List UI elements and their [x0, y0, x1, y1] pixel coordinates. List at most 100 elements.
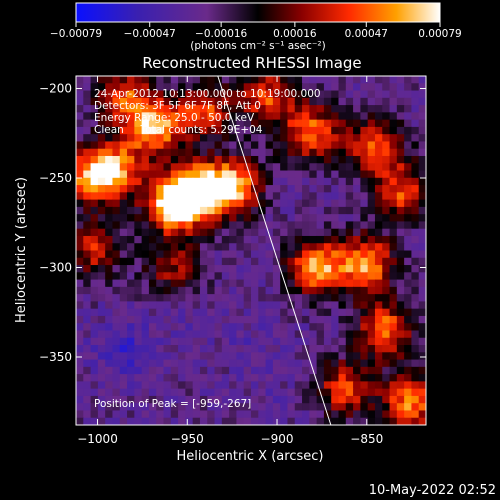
heatmap-cell [178, 105, 186, 113]
heatmap-cell [76, 141, 84, 150]
heatmap-cell [127, 83, 135, 92]
heatmap-cell [316, 359, 325, 368]
heatmap-cell [280, 90, 289, 99]
heatmap-cell [119, 243, 128, 252]
heatmap-cell [251, 403, 259, 412]
heatmap-cell [229, 76, 238, 84]
heatmap-cell [389, 199, 398, 208]
heatmap-cell [141, 155, 150, 164]
heatmap-cell [156, 199, 165, 208]
heatmap-cell [353, 134, 361, 143]
heatmap-cell [134, 366, 143, 375]
heatmap-cell [265, 395, 274, 404]
heatmap-cell [302, 337, 310, 346]
heatmap-cell [272, 221, 281, 230]
heatmap-cell [382, 388, 391, 397]
heatmap-cell [221, 185, 230, 193]
heatmap-cell [309, 286, 318, 295]
heatmap-cell [214, 177, 223, 186]
heatmap-cell [141, 192, 150, 201]
heatmap-cell [265, 199, 274, 208]
heatmap-cell [265, 272, 274, 281]
heatmap-cell [119, 192, 128, 201]
heatmap-cell [294, 257, 303, 266]
heatmap-cell [141, 163, 150, 172]
heatmap-cell [323, 97, 332, 106]
heatmap-cell [163, 148, 172, 157]
heatmap-cell [127, 323, 135, 332]
heatmap-cell [418, 228, 426, 237]
heatmap-cell [163, 279, 172, 288]
heatmap-cell [141, 345, 150, 353]
heatmap-cell [185, 337, 194, 346]
heatmap-cell [404, 352, 413, 361]
heatmap-cell [148, 257, 157, 266]
heatmap-cell [112, 410, 121, 419]
heatmap-cell [367, 323, 376, 332]
heatmap-cell [192, 83, 201, 92]
heatmap-cell [251, 235, 259, 244]
heatmap-cell [90, 177, 99, 186]
heatmap-cell [243, 388, 252, 397]
heatmap-cell [127, 257, 135, 266]
heatmap-cell [170, 388, 179, 397]
heatmap-cell [229, 301, 238, 310]
heatmap-cell [236, 279, 245, 288]
heatmap-cell [236, 221, 245, 230]
heatmap-cell [76, 112, 84, 121]
heatmap-cell [236, 148, 245, 157]
heatmap-cell [396, 105, 405, 113]
heatmap-cell [389, 366, 398, 375]
heatmap-cell [294, 90, 303, 99]
heatmap-cell [112, 163, 121, 172]
heatmap-cell [418, 97, 426, 106]
heatmap-cell [345, 374, 354, 382]
heatmap-cell [127, 315, 135, 324]
heatmap-cell [170, 417, 179, 425]
annotation-energy-range: Energy Range: 25.0 - 50.0 keV [94, 112, 255, 124]
heatmap-cell [105, 90, 114, 99]
heatmap-cell [316, 83, 325, 92]
heatmap-cell [105, 235, 114, 244]
heatmap-cell [163, 374, 172, 382]
heatmap-cell [374, 134, 383, 143]
heatmap-cell [287, 279, 296, 288]
heatmap-cell [287, 206, 296, 215]
heatmap-cell [258, 381, 267, 390]
heatmap-cell [294, 403, 303, 412]
heatmap-cell [323, 395, 332, 404]
heatmap-cell [338, 170, 347, 179]
heatmap-cell [345, 112, 354, 121]
heatmap-cell [105, 352, 114, 361]
heatmap-cell [389, 345, 398, 353]
heatmap-cell [156, 90, 165, 99]
heatmap-cell [418, 177, 426, 186]
heatmap-cell [302, 192, 310, 201]
heatmap-cell [185, 359, 194, 368]
heatmap-cell [119, 105, 128, 113]
heatmap-cell [192, 403, 201, 412]
heatmap-cell [338, 228, 347, 237]
heatmap-cell [338, 388, 347, 397]
heatmap-cell [243, 395, 252, 404]
heatmap-cell [360, 163, 369, 172]
heatmap-cell [76, 214, 84, 223]
heatmap-cell [309, 235, 318, 244]
heatmap-cell [207, 228, 216, 237]
heatmap-cell [331, 76, 340, 84]
heatmap-cell [119, 410, 128, 419]
heatmap-cell [302, 170, 310, 179]
heatmap-cell [134, 192, 143, 201]
heatmap-cell [229, 250, 238, 259]
heatmap-cell [112, 155, 121, 164]
heatmap-cell [76, 366, 84, 375]
heatmap-cell [112, 76, 121, 84]
heatmap-cell [214, 90, 223, 99]
heatmap-cell [418, 235, 426, 244]
heatmap-cell [221, 301, 230, 310]
heatmap-cell [236, 272, 245, 281]
heatmap-cell [178, 352, 186, 361]
heatmap-cell [214, 206, 223, 215]
heatmap-cell [338, 330, 347, 339]
heatmap-cell [148, 395, 157, 404]
